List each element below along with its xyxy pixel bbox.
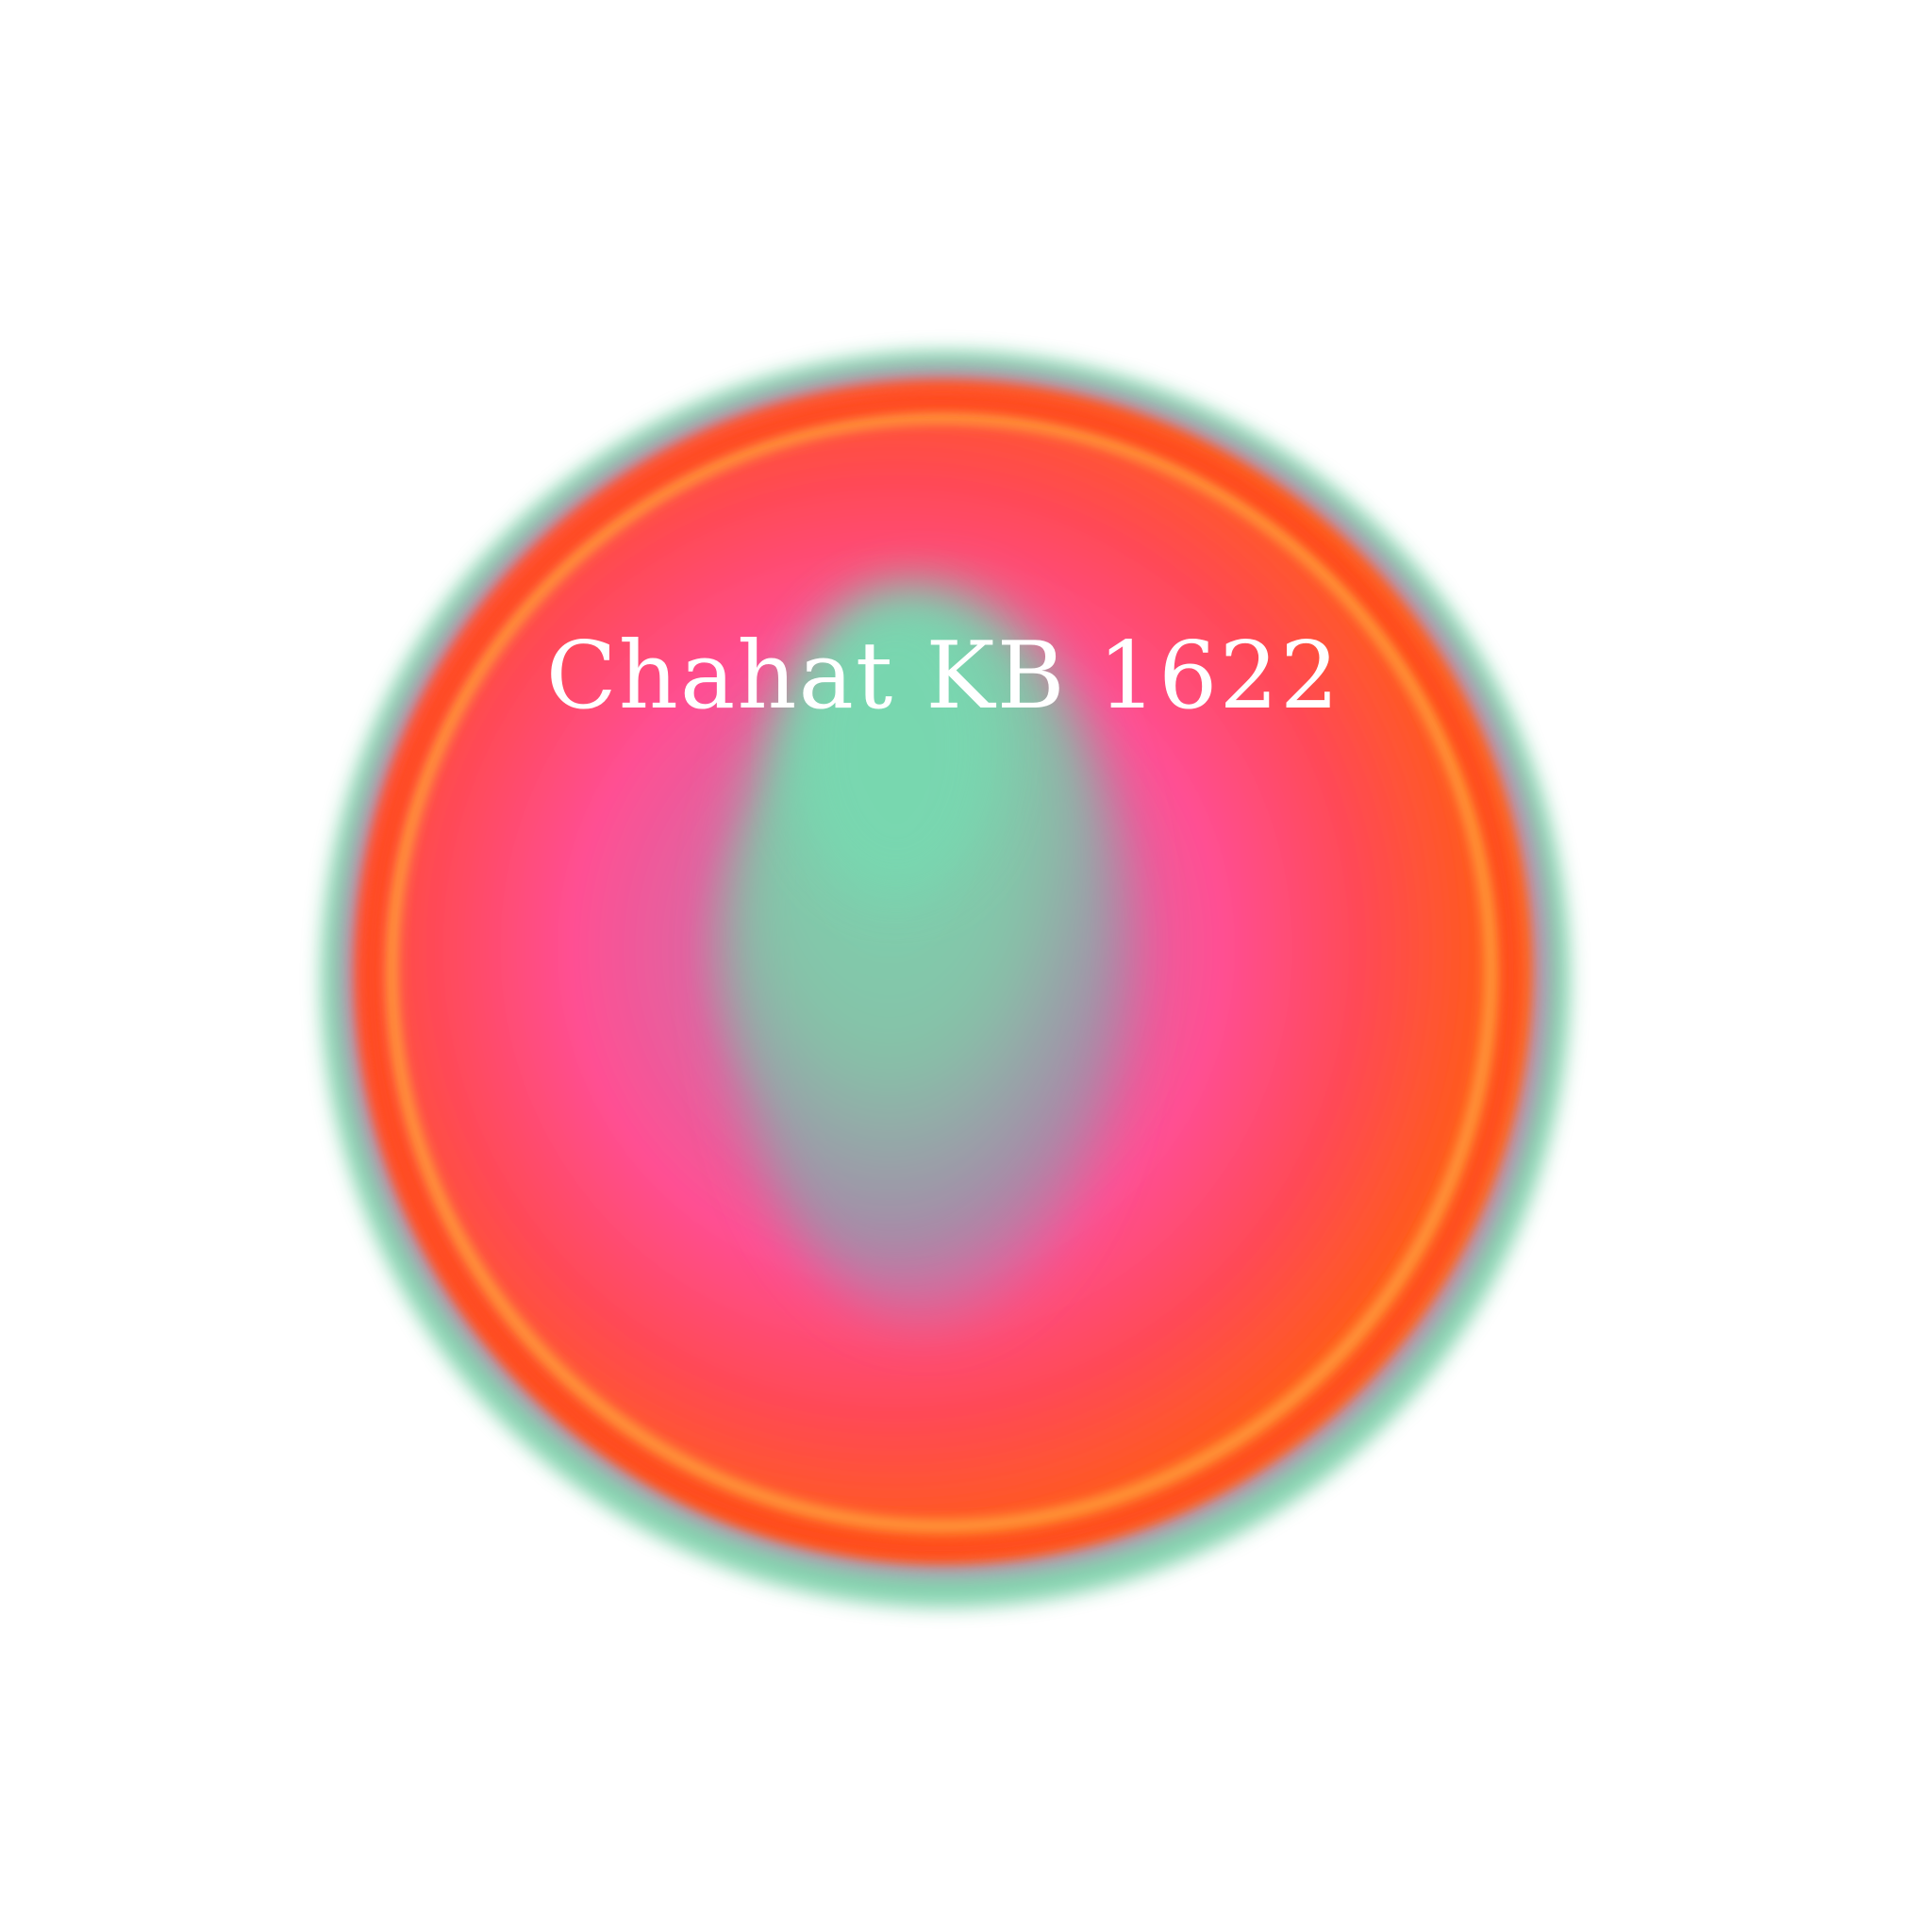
swatch-orange-ring bbox=[385, 410, 1498, 1533]
swatch-center-mint-spot bbox=[792, 594, 1000, 896]
swatch-dark-ring bbox=[363, 393, 1520, 1557]
product-label: Chahat KB 1622 bbox=[545, 623, 1341, 730]
